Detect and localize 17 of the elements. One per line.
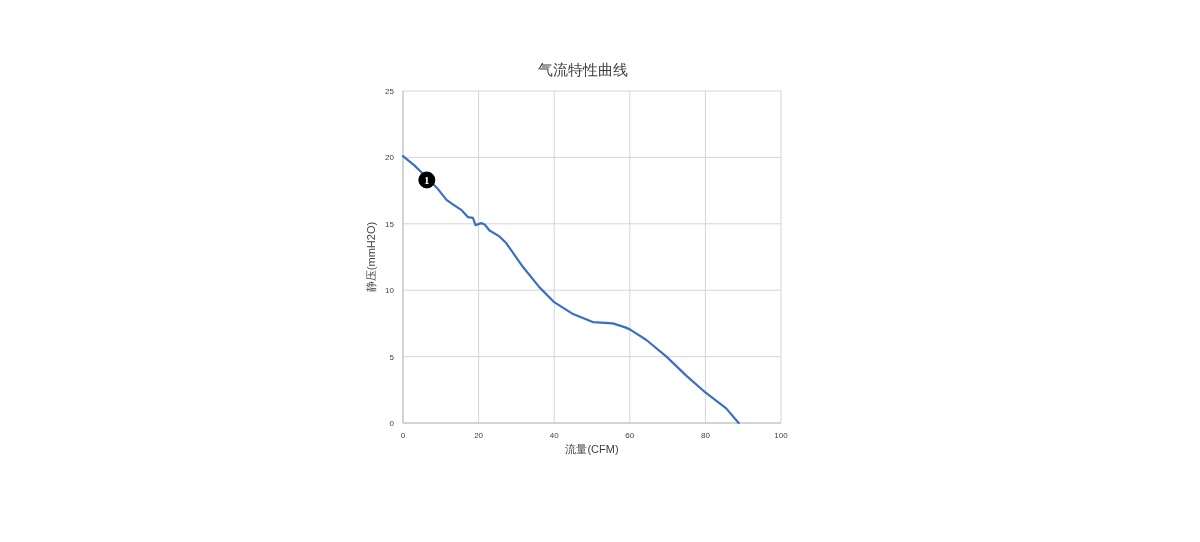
- y-tick-label: 10: [385, 286, 395, 296]
- y-tick-label: 15: [385, 219, 395, 229]
- y-tick-label: 5: [389, 352, 395, 362]
- annotation: 1: [418, 171, 436, 189]
- y-axis-title: 静压(mmH2O): [365, 221, 377, 293]
- annotation: 1: [424, 173, 430, 186]
- x-axis-title: 流量(CFM): [565, 443, 619, 455]
- x-tick-label: 80: [700, 431, 711, 440]
- x-tick-label: 60: [625, 431, 635, 440]
- x-tick-label: 20: [474, 431, 484, 440]
- chart-title: 气流特性曲线: [538, 61, 628, 78]
- x-tick-label: 100: [774, 431, 789, 440]
- y-tick-label: 0: [389, 419, 395, 428]
- x-tick-label: 40: [549, 431, 560, 440]
- y-tick-label: 20: [385, 153, 395, 163]
- x-tick-label: 0: [400, 431, 406, 440]
- y-tick-label: 25: [385, 87, 395, 96]
